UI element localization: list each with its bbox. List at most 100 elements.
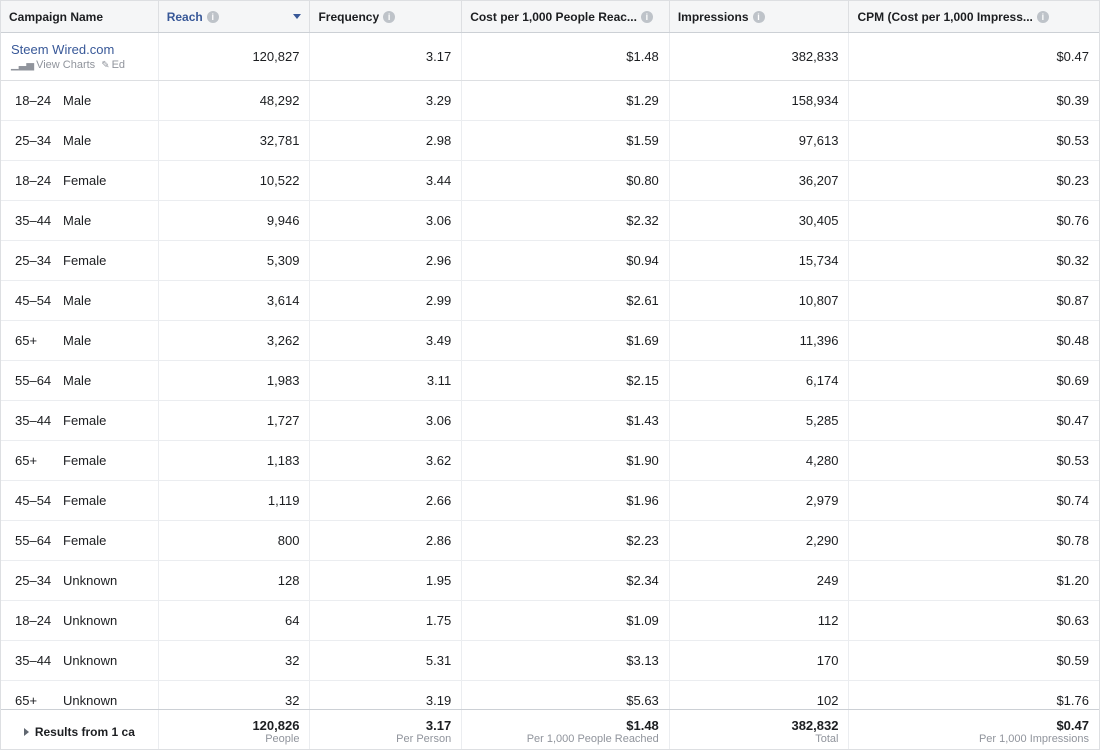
table-header-row: Campaign Name Reach i Frequency i Cost p… — [1, 1, 1099, 33]
table-row[interactable]: 65+Male3,2623.49$1.6911,396$0.48 — [1, 321, 1099, 361]
footer-sublabel: People — [265, 733, 299, 745]
breakdown-name-cell: 65+Female — [1, 441, 159, 480]
breakdown-name-cell: 25–34Female — [1, 241, 159, 280]
bar-chart-icon: ▁▃▅ — [11, 60, 34, 71]
breakdown-name-cell: 35–44Female — [1, 401, 159, 440]
table-row[interactable]: 65+Unknown323.19$5.63102$1.76 — [1, 681, 1099, 709]
cell-cpm: $0.87 — [849, 281, 1099, 320]
footer-results-label[interactable]: Results from 1 ca — [1, 710, 159, 749]
footer-value: $0.47 — [1056, 718, 1089, 733]
gender-label: Male — [63, 293, 91, 308]
breakdown-name-cell: 45–54Female — [1, 481, 159, 520]
age-label: 65+ — [15, 693, 53, 708]
table-row[interactable]: 45–54Male3,6142.99$2.6110,807$0.87 — [1, 281, 1099, 321]
table-row[interactable]: 35–44Male9,9463.06$2.3230,405$0.76 — [1, 201, 1099, 241]
column-header-reach[interactable]: Reach i — [159, 1, 311, 32]
cell-reach: 5,309 — [159, 241, 311, 280]
table-row[interactable]: 55–64Male1,9833.11$2.156,174$0.69 — [1, 361, 1099, 401]
cell-frequency: 3.11 — [310, 361, 462, 400]
cell-cpm: $0.23 — [849, 161, 1099, 200]
cell-reach: 32 — [159, 681, 311, 709]
cell-frequency: 2.99 — [310, 281, 462, 320]
footer-sublabel: Per 1,000 Impressions — [979, 733, 1089, 745]
age-label: 35–44 — [15, 213, 53, 228]
table-row[interactable]: 18–24Male48,2923.29$1.29158,934$0.39 — [1, 81, 1099, 121]
info-icon[interactable]: i — [1037, 11, 1049, 23]
cell-reach: 120,827 — [159, 33, 311, 80]
cell-cpm: $1.20 — [849, 561, 1099, 600]
cell-reach: 9,946 — [159, 201, 311, 240]
footer-value: 382,832 — [791, 718, 838, 733]
cell-reach: 1,983 — [159, 361, 311, 400]
cell-cpr: $0.80 — [462, 161, 670, 200]
gender-label: Male — [63, 213, 91, 228]
cell-cpr: $1.96 — [462, 481, 670, 520]
breakdown-name-cell: 25–34Male — [1, 121, 159, 160]
column-header-frequency[interactable]: Frequency i — [310, 1, 462, 32]
gender-label: Female — [63, 533, 106, 548]
cell-frequency: 2.96 — [310, 241, 462, 280]
info-icon[interactable]: i — [753, 11, 765, 23]
caret-right-icon — [24, 728, 29, 736]
table-row[interactable]: 35–44Female1,7273.06$1.435,285$0.47 — [1, 401, 1099, 441]
info-icon[interactable]: i — [641, 11, 653, 23]
table-row[interactable]: 45–54Female1,1192.66$1.962,979$0.74 — [1, 481, 1099, 521]
table-row[interactable]: 55–64Female8002.86$2.232,290$0.78 — [1, 521, 1099, 561]
cell-cpm: $0.47 — [849, 401, 1099, 440]
cell-frequency: 3.49 — [310, 321, 462, 360]
gender-label: Male — [63, 373, 91, 388]
cell-frequency: 1.75 — [310, 601, 462, 640]
cell-cpm: $0.76 — [849, 201, 1099, 240]
edit-button[interactable]: ✎Ed — [101, 59, 125, 71]
breakdown-name-cell: 65+Unknown — [1, 681, 159, 709]
cell-cpm: $0.69 — [849, 361, 1099, 400]
footer-cpm: $0.47 Per 1,000 Impressions — [849, 710, 1099, 749]
age-label: 18–24 — [15, 613, 53, 628]
cell-frequency: 3.29 — [310, 81, 462, 120]
cell-cpr: $1.48 — [462, 33, 670, 80]
gender-label: Unknown — [63, 573, 117, 588]
breakdown-name-cell: 35–44Unknown — [1, 641, 159, 680]
campaign-row[interactable]: Steem Wired.com ▁▃▅View Charts ✎Ed 120,8… — [1, 33, 1099, 81]
cell-reach: 1,119 — [159, 481, 311, 520]
table-row[interactable]: 18–24Female10,5223.44$0.8036,207$0.23 — [1, 161, 1099, 201]
column-header-cpm[interactable]: CPM (Cost per 1,000 Impress... i — [849, 1, 1099, 32]
table-row[interactable]: 18–24Unknown641.75$1.09112$0.63 — [1, 601, 1099, 641]
cell-frequency: 2.98 — [310, 121, 462, 160]
cell-reach: 32,781 — [159, 121, 311, 160]
gender-label: Female — [63, 413, 106, 428]
view-charts-button[interactable]: ▁▃▅View Charts — [11, 59, 95, 71]
footer-sublabel: Per Person — [396, 733, 451, 745]
column-header-campaign-name[interactable]: Campaign Name — [1, 1, 159, 32]
cell-frequency: 2.86 — [310, 521, 462, 560]
cell-cpm: $0.74 — [849, 481, 1099, 520]
cell-cpr: $2.23 — [462, 521, 670, 560]
cell-cpr: $2.15 — [462, 361, 670, 400]
info-icon[interactable]: i — [383, 11, 395, 23]
cell-cpm: $0.39 — [849, 81, 1099, 120]
cell-impressions: 170 — [670, 641, 850, 680]
cell-cpr: $0.94 — [462, 241, 670, 280]
cell-reach: 64 — [159, 601, 311, 640]
campaign-link[interactable]: Steem Wired.com — [11, 42, 114, 57]
cell-cpm: $0.78 — [849, 521, 1099, 560]
gender-label: Unknown — [63, 613, 117, 628]
table-row[interactable]: 65+Female1,1833.62$1.904,280$0.53 — [1, 441, 1099, 481]
column-header-cost-per-reach[interactable]: Cost per 1,000 People Reac... i — [462, 1, 670, 32]
table-row[interactable]: 35–44Unknown325.31$3.13170$0.59 — [1, 641, 1099, 681]
age-label: 18–24 — [15, 93, 53, 108]
age-label: 55–64 — [15, 533, 53, 548]
table-row[interactable]: 25–34Female5,3092.96$0.9415,734$0.32 — [1, 241, 1099, 281]
breakdown-name-cell: 55–64Male — [1, 361, 159, 400]
cell-cpr: $2.32 — [462, 201, 670, 240]
cell-cpm: $0.48 — [849, 321, 1099, 360]
breakdown-name-cell: 25–34Unknown — [1, 561, 159, 600]
footer-sublabel: Total — [815, 733, 838, 745]
info-icon[interactable]: i — [207, 11, 219, 23]
table-row[interactable]: 25–34Male32,7812.98$1.5997,613$0.53 — [1, 121, 1099, 161]
cell-impressions: 249 — [670, 561, 850, 600]
cell-impressions: 6,174 — [670, 361, 850, 400]
table-row[interactable]: 25–34Unknown1281.95$2.34249$1.20 — [1, 561, 1099, 601]
cell-frequency: 3.62 — [310, 441, 462, 480]
column-header-impressions[interactable]: Impressions i — [670, 1, 850, 32]
